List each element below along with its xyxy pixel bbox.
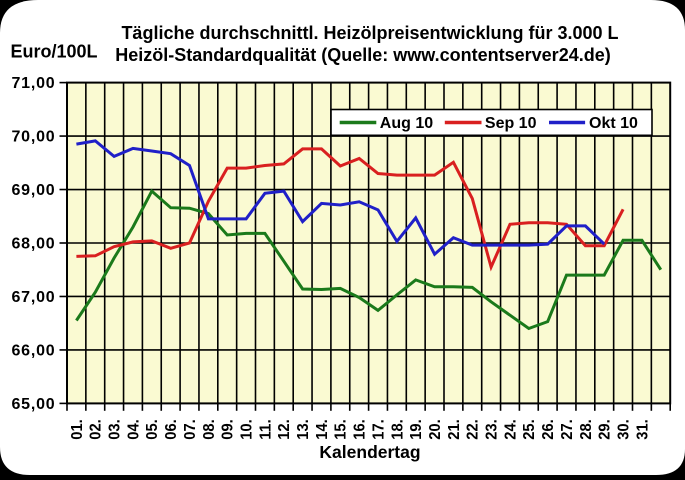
svg-text:15.: 15. (333, 419, 350, 440)
svg-text:02.: 02. (88, 419, 105, 440)
svg-text:70,00: 70,00 (11, 129, 55, 146)
svg-text:06.: 06. (163, 419, 180, 440)
svg-text:23.: 23. (484, 419, 501, 440)
svg-text:29.: 29. (597, 419, 614, 440)
svg-text:Aug 10: Aug 10 (380, 115, 433, 132)
svg-text:13.: 13. (295, 419, 312, 440)
svg-text:Okt 10: Okt 10 (589, 115, 638, 132)
svg-text:25.: 25. (521, 419, 538, 440)
svg-text:14.: 14. (314, 419, 331, 440)
svg-text:03.: 03. (107, 419, 124, 440)
svg-text:19.: 19. (408, 419, 425, 440)
svg-text:67,00: 67,00 (11, 289, 55, 306)
svg-text:18.: 18. (389, 419, 406, 440)
svg-text:30.: 30. (615, 419, 632, 440)
svg-text:21.: 21. (446, 419, 463, 440)
svg-text:66,00: 66,00 (11, 342, 55, 359)
svg-text:11.: 11. (257, 419, 274, 440)
svg-text:01.: 01. (69, 419, 86, 440)
svg-text:31.: 31. (634, 419, 651, 440)
svg-text:Sep 10: Sep 10 (485, 115, 537, 132)
svg-text:27.: 27. (559, 419, 576, 440)
svg-text:16.: 16. (352, 419, 369, 440)
svg-text:Heizöl-Standardqualität (Quell: Heizöl-Standardqualität (Quelle: www.con… (115, 45, 610, 65)
svg-text:20.: 20. (427, 419, 444, 440)
svg-text:26.: 26. (540, 419, 557, 440)
svg-text:10.: 10. (238, 419, 255, 440)
svg-text:17.: 17. (370, 419, 387, 440)
svg-text:22.: 22. (465, 419, 482, 440)
svg-text:24.: 24. (502, 419, 519, 440)
svg-text:12.: 12. (276, 419, 293, 440)
svg-text:09.: 09. (220, 419, 237, 440)
svg-text:65,00: 65,00 (11, 396, 55, 413)
svg-text:Kalendertag: Kalendertag (319, 442, 420, 462)
svg-text:Tägliche durchschnittl. Heizöl: Tägliche durchschnittl. Heizölpreisentwi… (121, 23, 618, 43)
svg-text:71,00: 71,00 (11, 75, 55, 92)
svg-text:68,00: 68,00 (11, 236, 55, 253)
svg-text:08.: 08. (201, 419, 218, 440)
svg-text:04.: 04. (125, 419, 142, 440)
svg-text:Euro/100L: Euro/100L (11, 42, 98, 62)
svg-text:05.: 05. (144, 419, 161, 440)
svg-text:69,00: 69,00 (11, 182, 55, 199)
svg-text:28.: 28. (578, 419, 595, 440)
svg-text:07.: 07. (182, 419, 199, 440)
